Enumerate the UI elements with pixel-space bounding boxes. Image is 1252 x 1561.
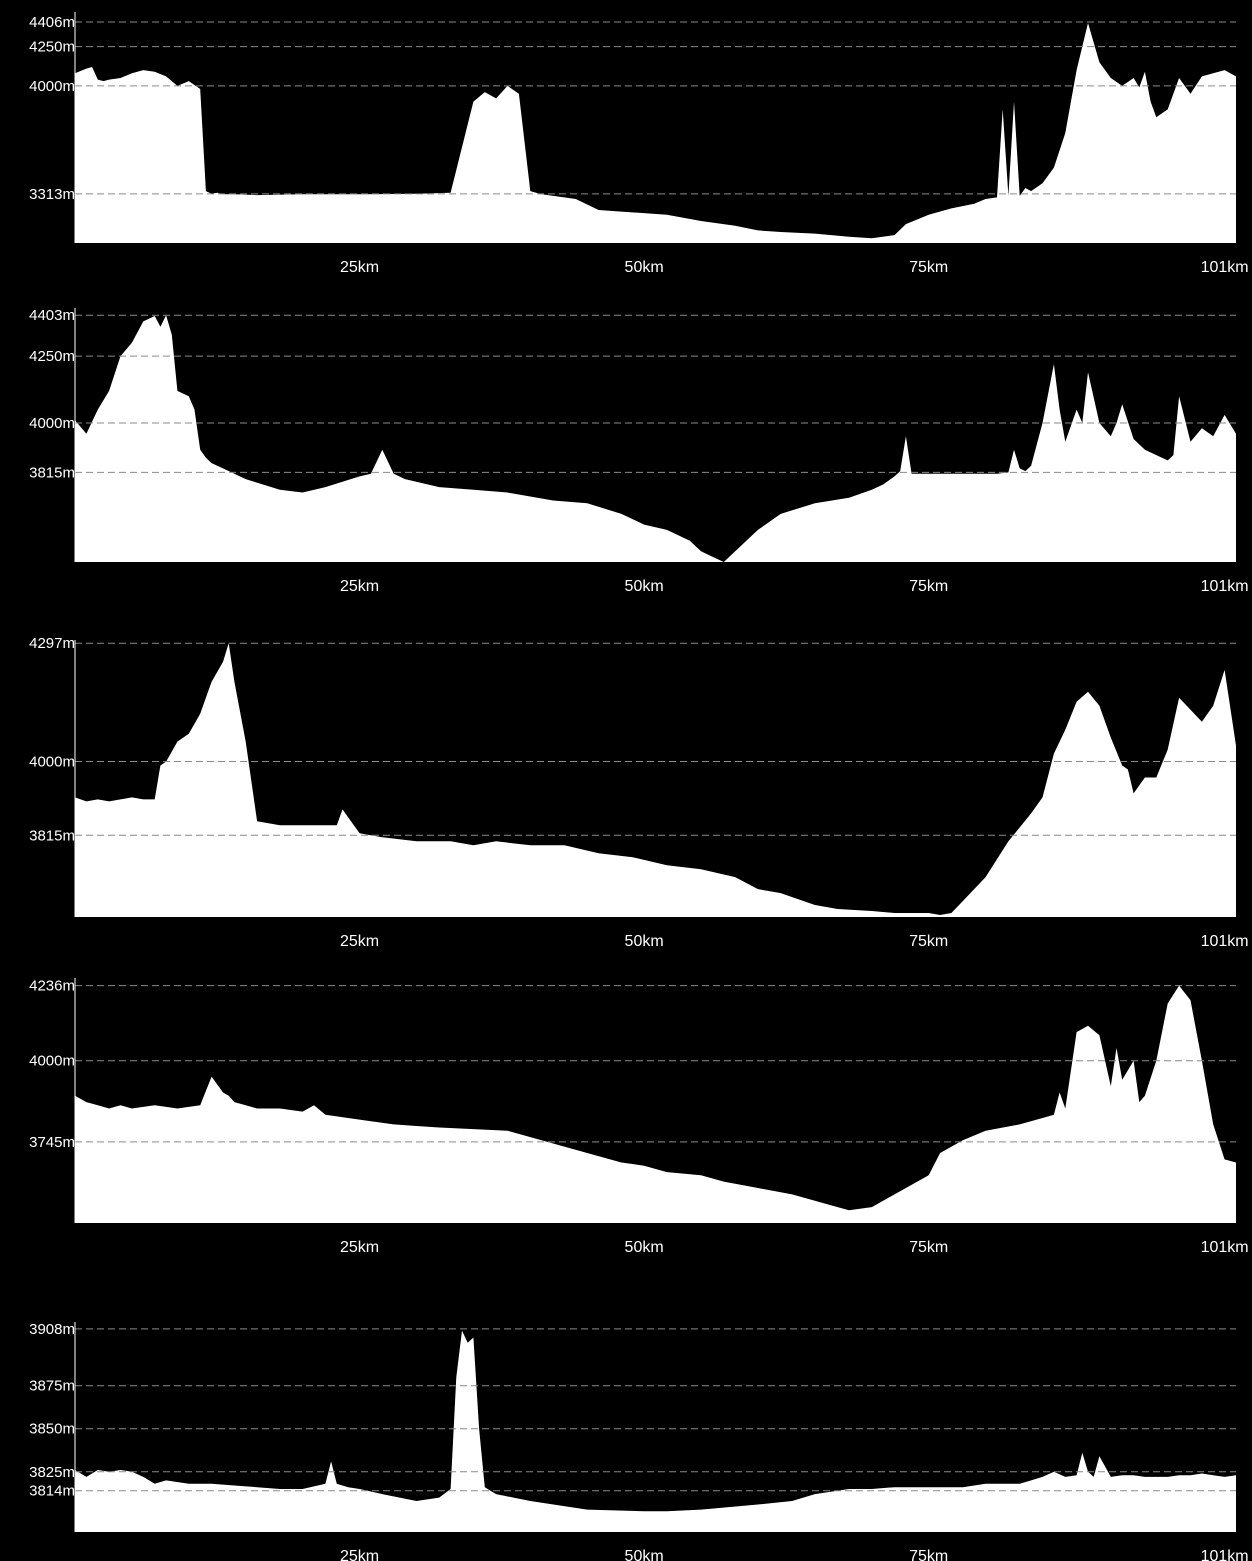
x-tick-label: 101km (1201, 1239, 1249, 1256)
elevation-chart-2: 4403m 4250m 4000m 3815m 25km 50km 75km 101km (29, 307, 1249, 595)
y-tick-label: 3814m (29, 1483, 75, 1500)
x-tick-label: 25km (340, 578, 379, 595)
x-tick-label: 50km (625, 1548, 664, 1561)
elevation-chart-5: 3908m 3875m 3850m 3825m 3814m 25km 50km 75km 101… (29, 1321, 1249, 1561)
x-tick-label: 50km (625, 259, 664, 276)
x-tick-label: 101km (1201, 1548, 1249, 1561)
y-tick-label: 4406m (29, 14, 75, 31)
y-tick-label: 4250m (29, 348, 75, 365)
y-tick-label: 3875m (29, 1378, 75, 1395)
x-tick-label: 101km (1201, 933, 1249, 950)
elevation-chart-1: 4406m 4250m 4000m 3313m 25km 50km 75km 101km (29, 12, 1249, 276)
y-tick-label: 3745m (29, 1134, 75, 1151)
x-tick-label: 25km (340, 259, 379, 276)
y-tick-label: 3815m (29, 827, 75, 844)
elevation-area (75, 1330, 1236, 1532)
x-tick-label: 101km (1201, 578, 1249, 595)
y-tick-label: 3908m (29, 1321, 75, 1338)
x-tick-label: 75km (909, 578, 948, 595)
x-tick-label: 75km (909, 1239, 948, 1256)
x-tick-label: 75km (909, 259, 948, 276)
y-tick-label: 4000m (29, 415, 75, 432)
y-tick-label: 4000m (29, 1053, 75, 1070)
elevation-area (75, 315, 1236, 562)
elevation-chart-4: 4236m 4000m 3745m 25km 50km 75km 101km (29, 978, 1249, 1256)
x-tick-label: 50km (625, 1239, 664, 1256)
x-tick-label: 75km (909, 933, 948, 950)
x-tick-label: 50km (625, 578, 664, 595)
y-tick-label: 3850m (29, 1421, 75, 1438)
y-tick-label: 4403m (29, 307, 75, 324)
y-tick-label: 3825m (29, 1464, 75, 1481)
x-tick-label: 25km (340, 1239, 379, 1256)
y-tick-label: 4297m (29, 635, 75, 652)
elevation-area (75, 985, 1236, 1223)
x-tick-label: 50km (625, 933, 664, 950)
y-tick-label: 3815m (29, 464, 75, 481)
y-tick-label: 4250m (29, 39, 75, 56)
x-tick-label: 101km (1201, 259, 1249, 276)
elevation-chart-3: 4297m 4000m 3815m 25km 50km 75km 101km (29, 635, 1249, 950)
y-tick-label: 4236m (29, 978, 75, 995)
x-tick-label: 25km (340, 933, 379, 950)
y-tick-label: 4000m (29, 78, 75, 95)
elevation-area (75, 643, 1236, 917)
y-tick-label: 4000m (29, 754, 75, 771)
x-tick-label: 75km (909, 1548, 948, 1561)
y-tick-label: 3313m (29, 186, 75, 203)
elevation-area (75, 23, 1236, 243)
x-tick-label: 25km (340, 1548, 379, 1561)
